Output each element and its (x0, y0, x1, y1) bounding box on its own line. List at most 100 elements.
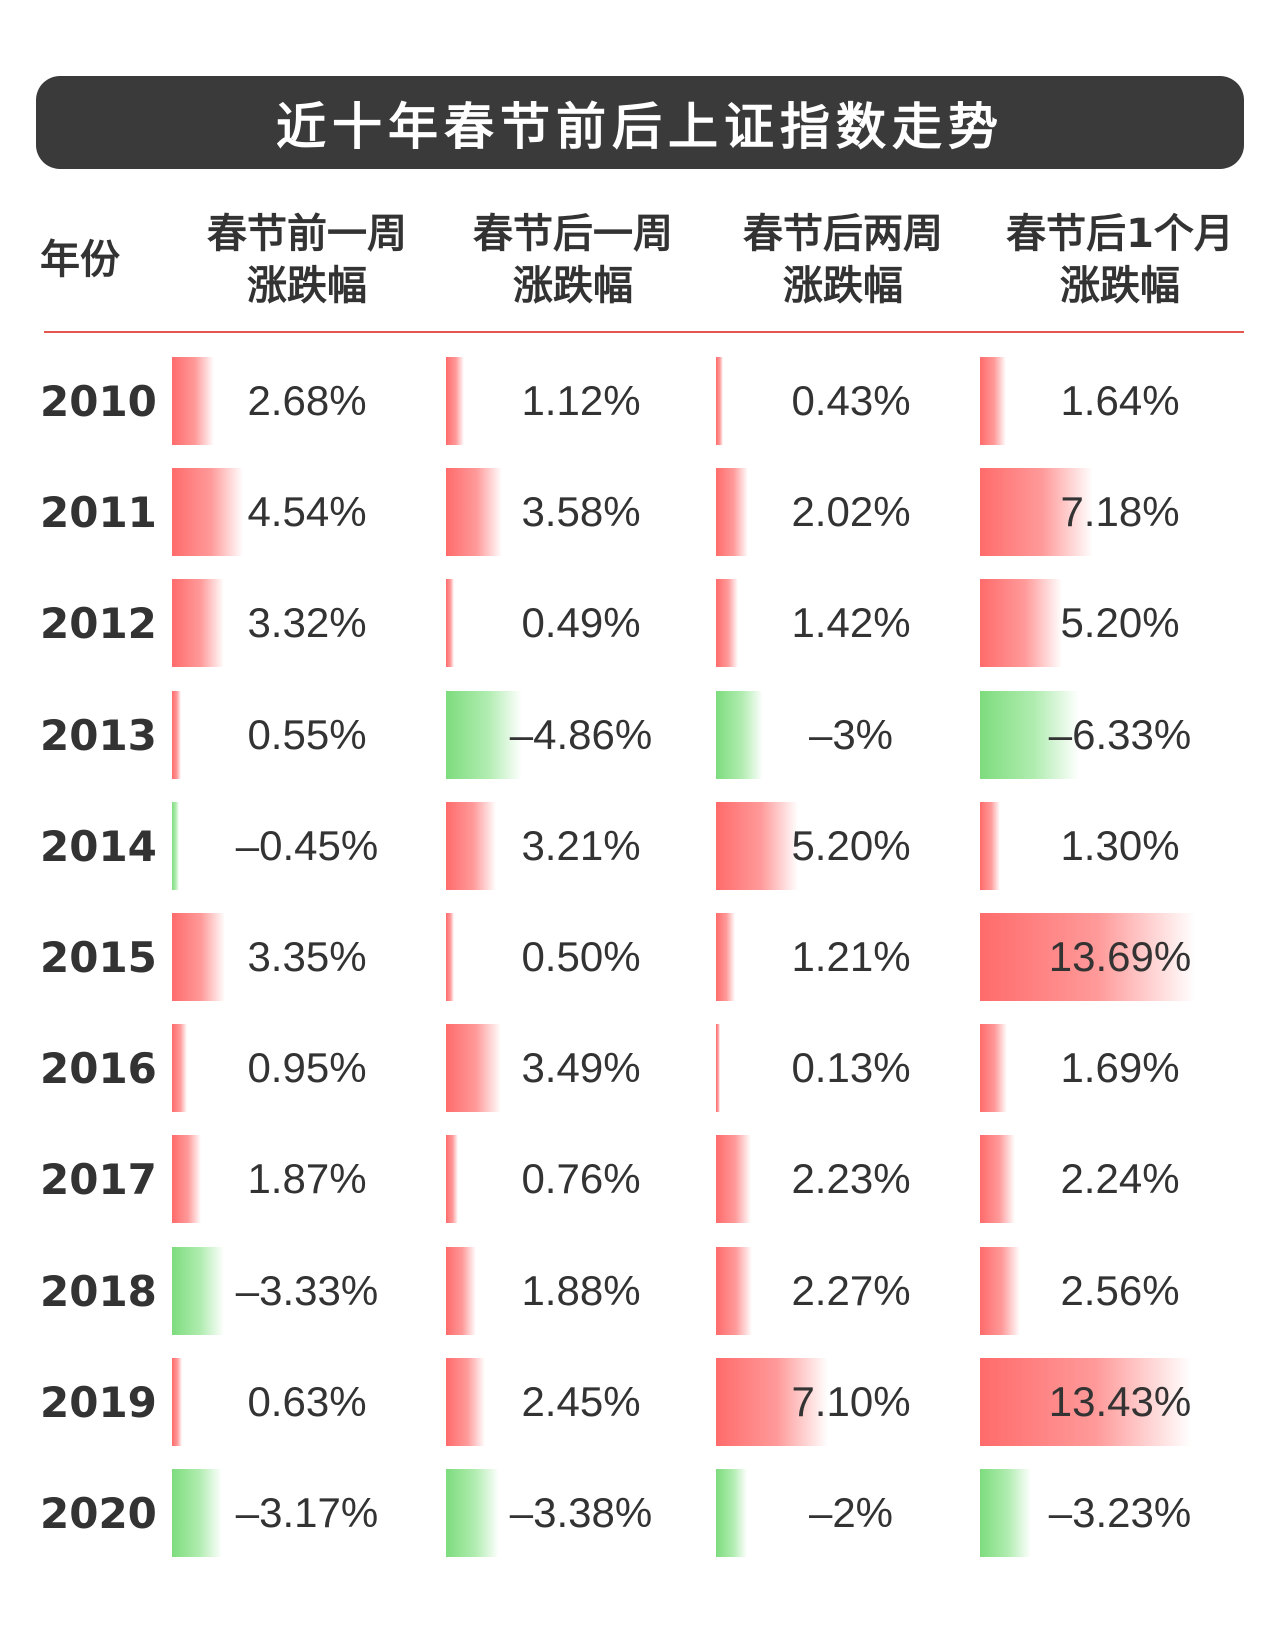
decrease-bar (446, 691, 522, 779)
table-cell: 3.21% (446, 802, 716, 890)
change-value: 3.35% (247, 933, 367, 980)
change-value: 1.87% (247, 1155, 367, 1202)
table-cell: 2.24% (980, 1135, 1260, 1223)
increase-bar (980, 802, 1000, 890)
table-cell: 2.23% (716, 1135, 986, 1223)
table-cell: –3.17% (172, 1469, 442, 1557)
year-label: 2012 (40, 598, 157, 648)
table-cell: 0.63% (172, 1358, 442, 1446)
table-cell: 2.45% (446, 1358, 716, 1446)
table-cell: 1.87% (172, 1135, 442, 1223)
change-value: 3.21% (521, 822, 641, 869)
table-cell: –4.86% (446, 691, 716, 779)
title-bar: 近十年春节前后上证指数走势 (36, 76, 1244, 169)
table-cell: 0.13% (716, 1024, 986, 1112)
year-label: 2013 (40, 710, 157, 760)
table-cell: –3% (716, 691, 986, 779)
increase-bar (980, 579, 1062, 667)
table-cell: 2.27% (716, 1247, 986, 1335)
decrease-bar (980, 1469, 1031, 1557)
change-value: 13.69% (1048, 933, 1192, 980)
header-col2-line2: 涨跌幅 (513, 263, 633, 309)
increase-bar (446, 802, 496, 890)
increase-bar (446, 357, 464, 445)
change-value: –3.23% (1048, 1489, 1192, 1536)
increase-bar (716, 1024, 720, 1112)
increase-bar (980, 357, 1006, 445)
table-cell: –6.33% (980, 691, 1260, 779)
change-value: 4.54% (247, 488, 367, 535)
increase-bar (172, 579, 224, 667)
change-value: –3.33% (235, 1267, 379, 1314)
year-label: 2016 (40, 1043, 157, 1093)
decrease-bar (172, 802, 179, 890)
increase-bar (716, 1247, 752, 1335)
table-cell: 0.43% (716, 357, 986, 445)
table-cell: 1.64% (980, 357, 1260, 445)
year-label: 2018 (40, 1266, 157, 1316)
increase-bar (716, 802, 798, 890)
change-value: 2.27% (791, 1267, 911, 1314)
increase-bar (172, 357, 214, 445)
year-label: 2015 (40, 932, 157, 982)
table-cell: –3.33% (172, 1247, 442, 1335)
change-value: 0.13% (791, 1044, 911, 1091)
year-label: 2017 (40, 1154, 157, 1204)
increase-bar (446, 1135, 458, 1223)
increase-bar (446, 913, 454, 1001)
change-value: 1.64% (1060, 377, 1180, 424)
increase-bar (446, 1358, 485, 1446)
increase-bar (980, 1024, 1007, 1112)
header-year: 年份 (40, 205, 140, 315)
increase-bar (716, 468, 748, 556)
year-label: 2020 (40, 1488, 157, 1538)
change-value: 2.68% (247, 377, 367, 424)
change-value: 3.58% (521, 488, 641, 535)
change-value: 3.49% (521, 1044, 641, 1091)
increase-bar (980, 1247, 1020, 1335)
change-value: –3.17% (235, 1489, 379, 1536)
table-cell: 5.20% (980, 579, 1260, 667)
table-cell: 0.55% (172, 691, 442, 779)
decrease-bar (172, 1469, 222, 1557)
table-cell: 2.68% (172, 357, 442, 445)
change-value: –2% (808, 1489, 894, 1536)
change-value: –3% (808, 711, 894, 758)
increase-bar (716, 357, 723, 445)
change-value: 0.49% (521, 599, 641, 646)
table-cell: 0.50% (446, 913, 716, 1001)
increase-bar (172, 468, 243, 556)
increase-bar (172, 1358, 182, 1446)
change-value: 0.76% (521, 1155, 641, 1202)
change-value: 1.21% (791, 933, 911, 980)
table-cell: 3.32% (172, 579, 442, 667)
change-value: 2.23% (791, 1155, 911, 1202)
increase-bar (716, 579, 738, 667)
change-value: 7.18% (1060, 488, 1180, 535)
change-value: 5.20% (1060, 599, 1180, 646)
change-value: 7.10% (791, 1378, 911, 1425)
header-col1: 春节前一周 涨跌幅 (182, 205, 432, 315)
increase-bar (716, 1135, 751, 1223)
decrease-bar (716, 691, 763, 779)
header-col3: 春节后两周 涨跌幅 (718, 205, 968, 315)
table-cell: 1.12% (446, 357, 716, 445)
change-value: –3.38% (509, 1489, 653, 1536)
table-cell: 3.49% (446, 1024, 716, 1112)
table-cell: 0.76% (446, 1135, 716, 1223)
table-cell: 2.56% (980, 1247, 1260, 1335)
header-col2: 春节后一周 涨跌幅 (448, 205, 698, 315)
header-col1-line2: 涨跌幅 (247, 263, 367, 309)
header-divider (44, 331, 1244, 333)
table-cell: 5.20% (716, 802, 986, 890)
table-cell: 1.88% (446, 1247, 716, 1335)
table-cell: –3.23% (980, 1469, 1260, 1557)
header-col4: 春节后1个月 涨跌幅 (990, 205, 1250, 315)
table-cell: 3.58% (446, 468, 716, 556)
increase-bar (172, 1135, 201, 1223)
increase-bar (980, 913, 1195, 1001)
header-col3-line2: 涨跌幅 (783, 263, 903, 309)
table-cell: 13.69% (980, 913, 1260, 1001)
table-cell: 1.42% (716, 579, 986, 667)
